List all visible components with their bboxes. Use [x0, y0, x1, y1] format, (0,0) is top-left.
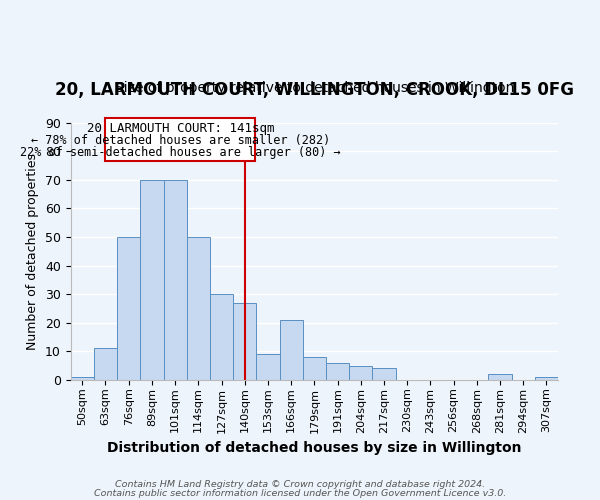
Bar [349, 366, 373, 380]
Bar [535, 377, 558, 380]
Bar [117, 237, 140, 380]
Bar [303, 357, 326, 380]
Bar [71, 377, 94, 380]
Bar [164, 180, 187, 380]
Bar [233, 302, 256, 380]
Text: Contains HM Land Registry data © Crown copyright and database right 2024.: Contains HM Land Registry data © Crown c… [115, 480, 485, 489]
Y-axis label: Number of detached properties: Number of detached properties [26, 153, 40, 350]
Bar [488, 374, 512, 380]
Title: Size of property relative to detached houses in Willington: Size of property relative to detached ho… [115, 81, 514, 95]
Bar [256, 354, 280, 380]
Bar [373, 368, 395, 380]
Text: 20, LARMOUTH COURT, WILLINGTON, CROOK, DL15 0FG: 20, LARMOUTH COURT, WILLINGTON, CROOK, D… [55, 82, 574, 100]
Bar [187, 237, 210, 380]
Bar [140, 180, 164, 380]
Bar [280, 320, 303, 380]
Text: ← 78% of detached houses are smaller (282): ← 78% of detached houses are smaller (28… [31, 134, 330, 147]
Bar [94, 348, 117, 380]
Text: Contains public sector information licensed under the Open Government Licence v3: Contains public sector information licen… [94, 489, 506, 498]
Text: 22% of semi-detached houses are larger (80) →: 22% of semi-detached houses are larger (… [20, 146, 341, 159]
Bar [210, 294, 233, 380]
Bar [326, 363, 349, 380]
Text: 20 LARMOUTH COURT: 141sqm: 20 LARMOUTH COURT: 141sqm [86, 122, 274, 134]
FancyBboxPatch shape [106, 118, 255, 161]
X-axis label: Distribution of detached houses by size in Willington: Distribution of detached houses by size … [107, 441, 521, 455]
